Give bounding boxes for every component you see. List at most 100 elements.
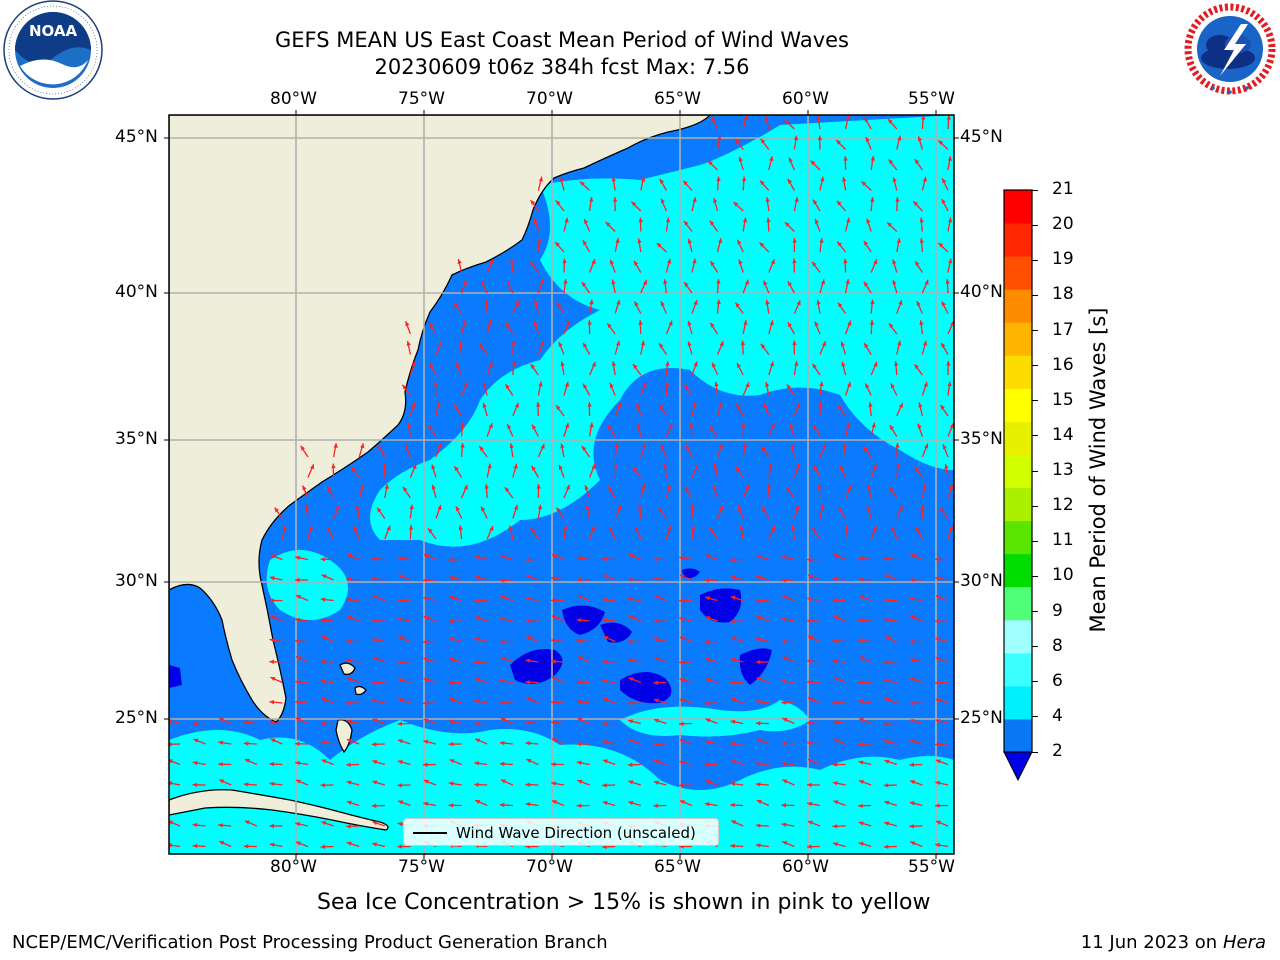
wind-wave-arrow-head xyxy=(689,422,694,428)
wind-wave-arrow-head xyxy=(474,660,479,665)
wind-wave-arrow-head xyxy=(863,446,868,452)
colorbar-tick-mark xyxy=(1032,646,1038,648)
wind-wave-arrow-head xyxy=(869,320,875,325)
colorbar-tick-mark xyxy=(1032,224,1038,226)
colorbar-segment xyxy=(1004,520,1032,555)
wind-wave-arrow-head xyxy=(945,279,950,284)
colorbar-tick-label: 18 xyxy=(1052,284,1074,305)
wind-wave-arrow-head xyxy=(321,759,327,764)
wind-wave-arrow-head xyxy=(832,659,838,664)
wind-wave-arrow-head xyxy=(946,361,951,366)
wind-wave-arrow-head xyxy=(449,697,455,703)
wind-wave-arrow-head xyxy=(873,361,878,367)
wind-wave-arrow-head xyxy=(740,340,746,346)
wind-wave-arrow-head xyxy=(627,701,633,706)
wind-wave-arrow-head xyxy=(642,382,647,388)
wind-wave-arrow-head xyxy=(763,403,768,409)
wind-wave-arrow-head xyxy=(781,803,786,808)
wind-wave-arrow-head xyxy=(858,760,864,765)
wind-wave-arrow-head xyxy=(526,574,532,579)
wind-wave-arrow-head xyxy=(320,783,326,788)
wind-wave-arrow-head xyxy=(526,697,532,702)
wind-wave-arrow-head xyxy=(581,446,587,451)
wind-wave-arrow-head xyxy=(463,382,468,388)
colorbar-segment xyxy=(1004,586,1032,621)
wind-wave-arrow-head xyxy=(915,527,921,533)
wind-wave-arrow-head xyxy=(730,719,736,725)
lon-label-top: 55°W xyxy=(908,89,955,109)
wind-wave-arrow-head xyxy=(525,741,531,746)
wind-wave-arrow-head xyxy=(453,302,459,308)
wind-wave-arrow-head xyxy=(321,821,327,826)
wind-wave-arrow-head xyxy=(709,220,715,226)
wind-wave-arrow-head xyxy=(845,115,851,120)
wind-wave-arrow-head xyxy=(792,340,797,346)
wind-wave-arrow-head xyxy=(935,637,941,642)
wind-wave-arrow-head xyxy=(634,526,640,532)
wind-wave-arrow-head xyxy=(423,554,429,559)
wind-wave-arrow-head xyxy=(894,361,899,366)
wind-wave-arrow-head xyxy=(372,820,378,826)
wind-wave-arrow-head xyxy=(884,739,890,744)
wind-wave-arrow-head xyxy=(505,384,510,390)
wind-wave-arrow-head xyxy=(308,525,314,531)
wind-wave-arrow-head xyxy=(585,505,590,511)
wind-wave-arrow-head xyxy=(873,259,878,265)
wind-wave-arrow-head xyxy=(449,595,455,600)
wind-wave-arrow-head xyxy=(846,381,852,387)
wind-wave-arrow-head xyxy=(786,487,791,493)
wind-wave-arrow-head xyxy=(611,361,617,367)
wind-wave-arrow-head xyxy=(320,844,326,849)
wind-wave-arrow-head xyxy=(653,576,659,581)
wind-wave-arrow-head xyxy=(576,760,582,765)
wind-wave-arrow-head xyxy=(935,698,941,703)
map-subtitle: 20230609 t06z 384h fcst Max: 7.56 xyxy=(374,55,750,79)
wind-wave-arrow-head xyxy=(742,443,748,448)
wind-wave-arrow-head xyxy=(755,823,761,828)
wind-wave-arrow-head xyxy=(589,197,594,202)
wind-wave-arrow-head xyxy=(602,739,608,745)
wind-wave-arrow-head xyxy=(922,484,927,489)
wind-wave-arrow-head xyxy=(193,738,199,743)
wind-wave-arrow-head xyxy=(791,525,796,531)
wind-wave-arrow-head xyxy=(576,679,582,685)
wind-wave-arrow-head xyxy=(577,656,583,661)
wind-wave-arrow-head xyxy=(475,799,481,804)
wind-wave-arrow-head xyxy=(310,464,315,470)
wind-wave-arrow-head xyxy=(884,821,890,826)
wind-wave-arrow-head xyxy=(331,463,336,469)
wind-wave-arrow-head xyxy=(892,279,897,285)
wind-wave-arrow-head xyxy=(346,841,352,846)
wind-wave-arrow-head xyxy=(782,656,788,661)
wind-wave-arrow-head xyxy=(679,800,685,805)
wind-wave-arrow-head xyxy=(782,595,788,600)
wind-wave-arrow-head xyxy=(741,176,747,182)
wind-wave-arrow-head xyxy=(938,140,944,146)
wind-wave-arrow-head xyxy=(555,200,561,206)
wind-wave-arrow-head xyxy=(614,443,619,448)
wind-wave-arrow-head xyxy=(820,279,826,285)
wind-wave-arrow-head xyxy=(705,718,711,723)
wind-wave-arrow-head xyxy=(510,258,515,264)
wind-wave-arrow-head xyxy=(584,485,589,491)
wind-wave-arrow-head xyxy=(781,639,786,644)
wind-wave-arrow-head xyxy=(582,240,588,246)
wind-wave-arrow-head xyxy=(917,423,922,429)
wind-wave-arrow-head xyxy=(760,138,766,144)
wind-wave-arrow-head xyxy=(474,598,479,604)
wind-wave-arrow-head xyxy=(551,800,557,805)
wind-wave-arrow-head xyxy=(913,201,919,206)
footer-date-text: 11 Jun 2023 on xyxy=(1080,932,1218,953)
wind-wave-arrow-head xyxy=(463,484,468,490)
wind-wave-arrow-head xyxy=(295,555,301,560)
wind-wave-arrow-head xyxy=(637,238,642,244)
colorbar-tick-label: 21 xyxy=(1052,179,1074,199)
wind-wave-arrow-head xyxy=(565,320,571,326)
wind-wave-arrow-head xyxy=(739,525,744,531)
wind-wave-arrow-head xyxy=(514,300,520,306)
wind-wave-arrow-head xyxy=(935,657,941,662)
wind-wave-arrow-head xyxy=(428,528,433,534)
wind-wave-arrow-head xyxy=(633,260,639,266)
wind-wave-arrow-head xyxy=(807,844,812,849)
